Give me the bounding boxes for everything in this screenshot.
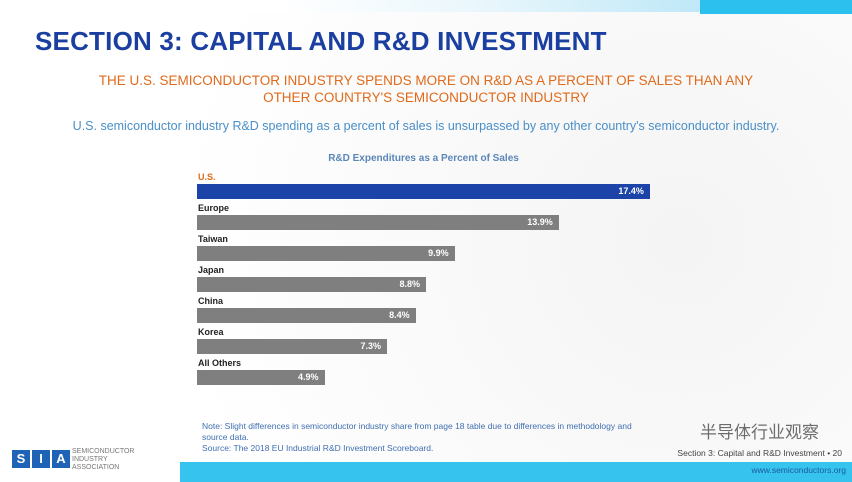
source-text: Source: The 2018 EU Industrial R&D Inves…	[202, 443, 434, 453]
data-label: 8.8%	[399, 279, 421, 289]
bar: 7.3%	[197, 339, 388, 354]
bar: 9.9%	[197, 246, 455, 261]
logo-text-line: SEMICONDUCTOR	[72, 448, 135, 455]
logo-text: SEMICONDUCTOR INDUSTRY ASSOCIATION	[72, 448, 134, 472]
data-label: 7.3%	[360, 341, 382, 351]
category-label: China	[198, 296, 224, 306]
subtitle-line-1: THE U.S. SEMICONDUCTOR INDUSTRY SPENDS M…	[98, 73, 754, 88]
footer-band	[180, 462, 852, 482]
bar: 17.4%	[197, 184, 650, 199]
bar: 8.4%	[197, 308, 416, 323]
top-band-accent	[700, 0, 852, 14]
category-label: Europe	[198, 203, 230, 213]
category-label: Taiwan	[198, 234, 228, 244]
watermark: 半导体行业观察	[700, 423, 819, 442]
bar: 4.9%	[197, 370, 325, 385]
data-label: 9.9%	[428, 248, 449, 258]
bar: 8.8%	[197, 277, 427, 292]
category-label: Japan	[198, 265, 225, 275]
logo-letter: S	[12, 450, 30, 468]
description: U.S. semiconductor industry R&D spending…	[72, 119, 780, 133]
data-label: 8.4%	[389, 310, 410, 320]
logo-text-line: ASSOCIATION	[72, 464, 120, 471]
logo-text-line: INDUSTRY	[72, 456, 108, 463]
footnote: Note: Slight differences in semiconducto…	[202, 421, 632, 454]
page-number: Section 3: Capital and R&D Investment • …	[677, 448, 842, 458]
data-label: 4.9%	[298, 372, 319, 382]
chart-title: R&D Expenditures as a Percent of Sales	[328, 153, 519, 164]
subtitle-line-2: OTHER COUNTRY'S SEMICONDUCTOR INDUSTRY	[263, 90, 589, 105]
bar: 13.9%	[197, 215, 559, 230]
page-title: SECTION 3: CAPITAL AND R&D INVESTMENT	[35, 26, 607, 56]
footer-url[interactable]: www.semiconductors.org	[751, 465, 846, 475]
category-label: All Others	[198, 358, 242, 368]
logo-letter: I	[32, 450, 50, 468]
logo-letter: A	[52, 450, 70, 468]
data-label: 17.4%	[618, 186, 644, 196]
note-text: Note: Slight differences in semiconducto…	[202, 421, 632, 442]
category-label: U.S.	[198, 172, 216, 182]
data-label: 13.9%	[527, 217, 553, 227]
subtitle: THE U.S. SEMICONDUCTOR INDUSTRY SPENDS M…	[0, 72, 852, 106]
top-band	[0, 0, 700, 12]
category-label: Korea	[198, 327, 224, 337]
